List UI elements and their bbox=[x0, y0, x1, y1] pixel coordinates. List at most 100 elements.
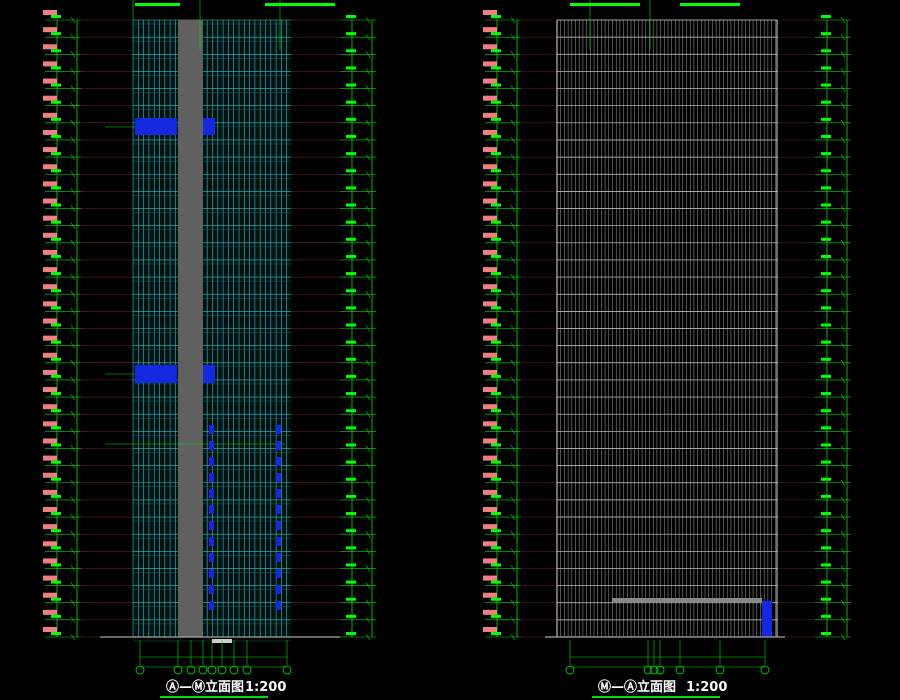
core bbox=[178, 20, 203, 637]
cad-line bbox=[365, 256, 371, 264]
cad-line bbox=[840, 393, 846, 401]
level-tag bbox=[483, 489, 497, 495]
cad-line bbox=[510, 136, 516, 144]
level-text bbox=[51, 289, 61, 293]
cad-line bbox=[365, 531, 371, 538]
level-text bbox=[821, 169, 831, 173]
level-text bbox=[821, 426, 831, 430]
cad-line bbox=[365, 16, 371, 24]
level-tag bbox=[43, 541, 57, 547]
level-tag bbox=[483, 112, 497, 118]
window bbox=[276, 569, 281, 578]
level-text bbox=[51, 340, 61, 344]
level-text bbox=[51, 134, 61, 138]
level-text bbox=[821, 49, 831, 53]
level-text bbox=[51, 100, 61, 104]
cad-line bbox=[70, 51, 76, 58]
cad-line bbox=[70, 68, 76, 75]
level-tag bbox=[43, 249, 57, 255]
level-tag bbox=[483, 95, 497, 101]
level-text bbox=[491, 272, 501, 276]
cad-line bbox=[365, 548, 371, 555]
level-text bbox=[51, 512, 61, 516]
window bbox=[209, 521, 214, 530]
axis-bubble bbox=[760, 665, 770, 675]
level-tag bbox=[483, 558, 497, 564]
level-tag bbox=[43, 404, 57, 410]
cad-line bbox=[510, 205, 516, 212]
level-tag bbox=[43, 524, 57, 530]
level-text bbox=[51, 409, 61, 413]
axis-bubble bbox=[655, 665, 665, 675]
cad-line bbox=[510, 239, 516, 246]
cad-line bbox=[365, 68, 371, 75]
level-text bbox=[821, 477, 831, 481]
level-tag bbox=[43, 335, 57, 341]
level-text bbox=[821, 512, 831, 516]
level-text bbox=[821, 340, 831, 344]
level-text bbox=[491, 632, 501, 635]
cad-line bbox=[840, 308, 846, 315]
level-tag bbox=[483, 198, 497, 204]
window bbox=[209, 569, 214, 578]
cad-line bbox=[70, 393, 76, 401]
level-tag bbox=[43, 558, 57, 564]
level-text bbox=[821, 100, 831, 104]
canopy bbox=[612, 598, 762, 602]
level-text bbox=[51, 426, 61, 430]
cad-line bbox=[365, 565, 371, 572]
window bbox=[276, 505, 281, 514]
level-text bbox=[491, 614, 501, 618]
cad-line bbox=[510, 513, 516, 521]
level-tag bbox=[483, 609, 497, 615]
window bbox=[209, 585, 214, 594]
level-text bbox=[346, 32, 356, 36]
level-text bbox=[346, 460, 356, 464]
note bbox=[680, 3, 740, 6]
level-text bbox=[491, 169, 501, 173]
level-tag bbox=[483, 455, 497, 461]
cad-line bbox=[510, 222, 516, 229]
level-tag bbox=[43, 27, 57, 33]
level-text bbox=[491, 340, 501, 344]
cad-line bbox=[365, 308, 371, 315]
level-tag bbox=[43, 575, 57, 581]
level-text bbox=[821, 254, 831, 258]
cad-line bbox=[510, 479, 516, 486]
cad-line bbox=[70, 496, 76, 504]
level-text bbox=[491, 323, 501, 327]
cad-line bbox=[840, 85, 846, 92]
cad-line bbox=[365, 616, 371, 624]
level-text bbox=[491, 357, 501, 361]
level-tag bbox=[483, 10, 497, 15]
level-text bbox=[51, 186, 61, 190]
window bbox=[276, 489, 281, 498]
cad-line bbox=[365, 599, 371, 606]
cad-line bbox=[840, 239, 846, 246]
level-text bbox=[346, 323, 356, 327]
level-text bbox=[51, 15, 61, 18]
level-tag bbox=[483, 27, 497, 33]
cad-line bbox=[70, 256, 76, 264]
cad-line bbox=[510, 582, 516, 589]
level-text bbox=[51, 152, 61, 156]
level-text bbox=[491, 597, 501, 601]
cad-line bbox=[70, 531, 76, 538]
cad-line bbox=[840, 119, 846, 126]
cad-line bbox=[365, 445, 371, 452]
level-tag bbox=[483, 318, 497, 324]
cad-line bbox=[510, 531, 516, 538]
drawing-title: Ⓜ—Ⓐ立面图 bbox=[598, 679, 676, 695]
level-text bbox=[821, 237, 831, 241]
cad-line bbox=[510, 171, 516, 178]
cad-line bbox=[510, 119, 516, 126]
level-tag bbox=[483, 164, 497, 170]
level-text bbox=[51, 597, 61, 601]
level-text bbox=[346, 477, 356, 481]
note bbox=[570, 3, 640, 6]
cad-line bbox=[840, 428, 846, 435]
level-text bbox=[491, 546, 501, 550]
cad-line bbox=[365, 411, 371, 418]
level-text bbox=[491, 580, 501, 584]
